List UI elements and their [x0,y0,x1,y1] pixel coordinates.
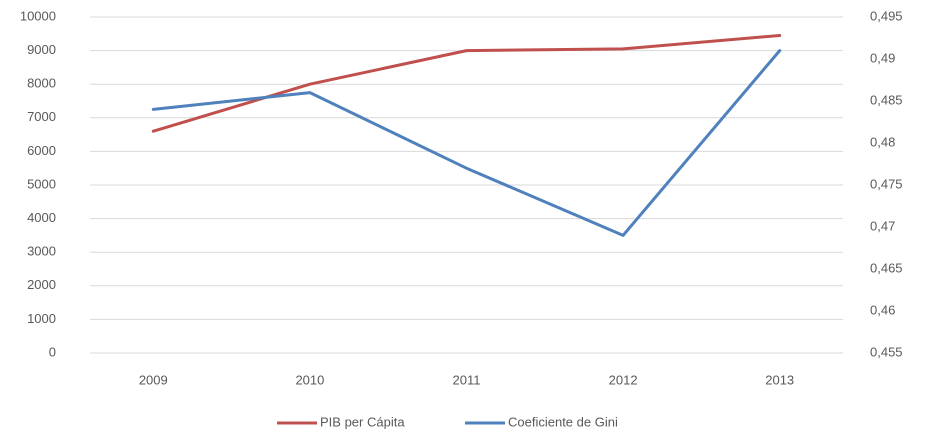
y-tick-label: 8000 [27,76,56,91]
y-tick-label: 10000 [20,8,56,23]
y2-tick-label: 0,455 [870,344,903,359]
x-tick-label: 2013 [765,372,794,387]
y2-tick-label: 0,48 [870,134,895,149]
y-tick-label: 3000 [27,244,56,259]
y-tick-label: 1000 [27,311,56,326]
series-line [151,49,782,237]
y2-tick-label: 0,465 [870,260,903,275]
y2-tick-label: 0,495 [870,8,903,23]
legend-label: Coeficiente de Gini [508,414,618,429]
y2-tick-label: 0,485 [870,92,903,107]
y-tick-label: 4000 [27,210,56,225]
y2-tick-label: 0,49 [870,50,895,65]
x-tick-label: 2011 [453,372,481,387]
series-line [151,33,782,133]
y2-tick-label: 0,475 [870,176,903,191]
y-tick-label: 7000 [27,109,56,124]
y2-tick-label: 0,46 [870,302,895,317]
x-tick-label: 2010 [295,372,324,387]
y-tick-label: 5000 [27,176,56,191]
legend-label: PIB per Cápita [320,414,405,429]
y-tick-label: 0 [49,344,56,359]
y-tick-label: 9000 [27,42,56,57]
x-tick-label: 2009 [139,372,168,387]
y2-tick-label: 0,47 [870,218,895,233]
x-tick-label: 2012 [609,372,638,387]
y-tick-label: 6000 [27,143,56,158]
y-tick-label: 2000 [27,277,56,292]
